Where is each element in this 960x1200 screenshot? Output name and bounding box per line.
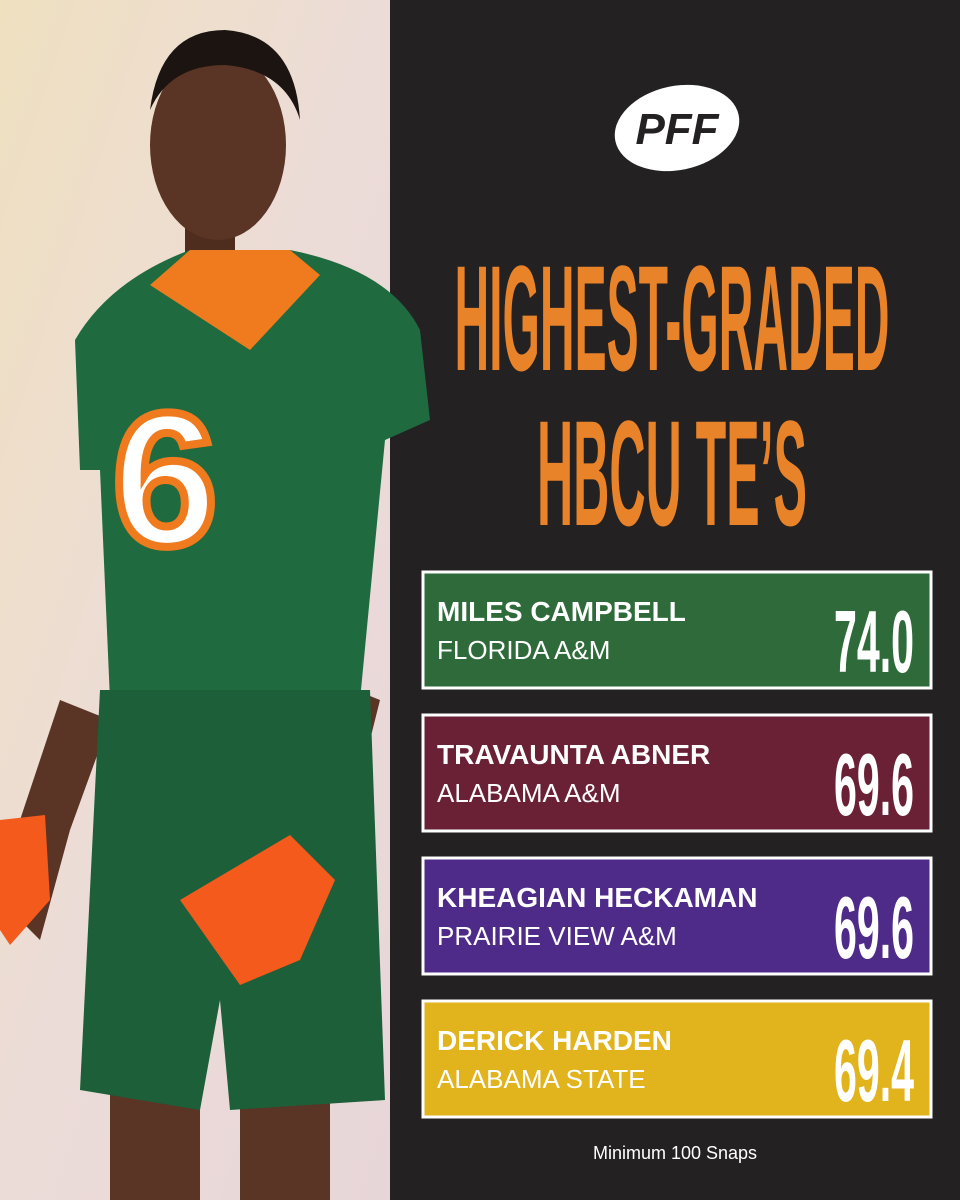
title-line: HBCU TE’S	[537, 389, 807, 557]
player-school: ALABAMA STATE	[437, 1064, 646, 1094]
player-photo: 6	[0, 30, 430, 1200]
footnote: Minimum 100 Snaps	[593, 1143, 757, 1163]
player-grade: 74.0	[834, 592, 914, 691]
player-grade: 69.6	[834, 735, 914, 834]
player-school: ALABAMA A&M	[437, 778, 621, 808]
player-school: PRAIRIE VIEW A&M	[437, 921, 677, 951]
player-card	[421, 570, 933, 690]
player-school: FLORIDA A&M	[437, 635, 610, 665]
player-card	[421, 999, 933, 1119]
title-line: HIGHEST-GRADED	[455, 234, 890, 402]
player-name: MILES CAMPBELL	[437, 596, 686, 627]
logo-text: PFF	[635, 105, 719, 154]
player-grade: 69.4	[834, 1021, 914, 1120]
player-name: KHEAGIAN HECKAMAN	[437, 882, 757, 913]
logo: PFF	[614, 84, 740, 172]
player-grade: 69.6	[834, 878, 914, 977]
jersey-number: 6	[112, 374, 218, 586]
player-name: TRAVAUNTA ABNER	[437, 739, 710, 770]
player-name: DERICK HARDEN	[437, 1025, 672, 1056]
player-card	[421, 713, 933, 833]
player-card	[421, 856, 933, 976]
